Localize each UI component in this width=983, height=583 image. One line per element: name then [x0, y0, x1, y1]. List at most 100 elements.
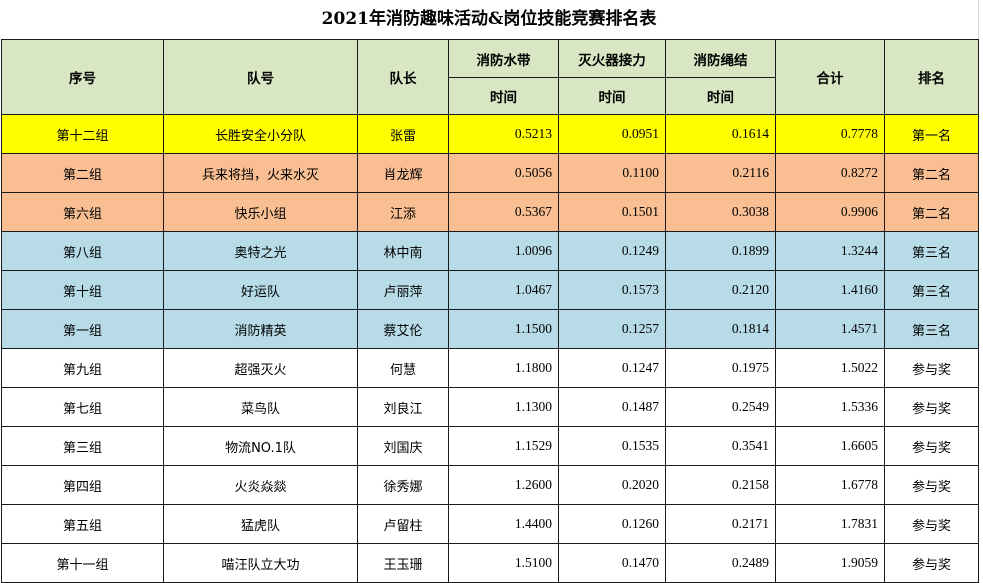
- cell-group[interactable]: 第三组: [1, 426, 164, 466]
- cell-group[interactable]: 第八组: [1, 231, 164, 271]
- cell-rope-time[interactable]: 0.2171: [665, 504, 776, 544]
- cell-hose-time[interactable]: 0.5056: [448, 153, 559, 193]
- cell-total[interactable]: 1.4571: [775, 309, 885, 349]
- cell-rank[interactable]: 参与奖: [884, 543, 979, 583]
- cell-rank[interactable]: 第二名: [884, 192, 979, 232]
- header-extinguisher[interactable]: 灭火器接力: [558, 39, 666, 78]
- cell-extinguisher-time[interactable]: 0.1260: [558, 504, 666, 544]
- cell-team[interactable]: 奥特之光: [163, 231, 358, 271]
- cell-rope-time[interactable]: 0.2549: [665, 387, 776, 427]
- cell-group[interactable]: 第四组: [1, 465, 164, 505]
- cell-hose-time[interactable]: 1.1500: [448, 309, 559, 349]
- cell-rank[interactable]: 第三名: [884, 309, 979, 349]
- cell-captain[interactable]: 王玉珊: [357, 543, 449, 583]
- cell-team[interactable]: 兵来将挡，火来水灭: [163, 153, 358, 193]
- cell-rope-time[interactable]: 0.3038: [665, 192, 776, 232]
- cell-rank[interactable]: 参与奖: [884, 387, 979, 427]
- cell-extinguisher-time[interactable]: 0.1249: [558, 231, 666, 271]
- cell-group[interactable]: 第六组: [1, 192, 164, 232]
- cell-rope-time[interactable]: 0.2489: [665, 543, 776, 583]
- cell-total[interactable]: 1.7831: [775, 504, 885, 544]
- sheet-title[interactable]: 2021年消防趣味活动&岗位技能竞赛排名表: [321, 9, 657, 29]
- cell-extinguisher-time[interactable]: 0.1470: [558, 543, 666, 583]
- cell-hose-time[interactable]: 1.0467: [448, 270, 559, 310]
- cell-rank[interactable]: 第一名: [884, 114, 979, 154]
- cell-group[interactable]: 第九组: [1, 348, 164, 388]
- cell-captain[interactable]: 蔡艾伦: [357, 309, 449, 349]
- cell-team[interactable]: 猛虎队: [163, 504, 358, 544]
- cell-total[interactable]: 1.5336: [775, 387, 885, 427]
- cell-rope-time[interactable]: 0.3541: [665, 426, 776, 466]
- cell-rope-time[interactable]: 0.2116: [665, 153, 776, 193]
- cell-team[interactable]: 物流NO.1队: [163, 426, 358, 466]
- cell-hose-time[interactable]: 1.1300: [448, 387, 559, 427]
- cell-rank[interactable]: 参与奖: [884, 465, 979, 505]
- cell-captain[interactable]: 徐秀娜: [357, 465, 449, 505]
- cell-extinguisher-time[interactable]: 0.1257: [558, 309, 666, 349]
- cell-extinguisher-time[interactable]: 0.1535: [558, 426, 666, 466]
- cell-group[interactable]: 第十一组: [1, 543, 164, 583]
- cell-total[interactable]: 0.7778: [775, 114, 885, 154]
- cell-rope-time[interactable]: 0.1814: [665, 309, 776, 349]
- cell-rank[interactable]: 参与奖: [884, 426, 979, 466]
- cell-captain[interactable]: 卢留柱: [357, 504, 449, 544]
- cell-rope-time[interactable]: 0.1975: [665, 348, 776, 388]
- cell-total[interactable]: 1.6778: [775, 465, 885, 505]
- cell-extinguisher-time[interactable]: 0.2020: [558, 465, 666, 505]
- cell-team[interactable]: 火炎焱燚: [163, 465, 358, 505]
- cell-extinguisher-time[interactable]: 0.0951: [558, 114, 666, 154]
- cell-rope-time[interactable]: 0.2158: [665, 465, 776, 505]
- cell-hose-time[interactable]: 1.1800: [448, 348, 559, 388]
- header-rank[interactable]: 排名: [884, 39, 979, 115]
- cell-captain[interactable]: 刘国庆: [357, 426, 449, 466]
- cell-total[interactable]: 0.9906: [775, 192, 885, 232]
- cell-hose-time[interactable]: 1.5100: [448, 543, 559, 583]
- header-hose[interactable]: 消防水带: [448, 39, 559, 78]
- header-total[interactable]: 合计: [775, 39, 885, 115]
- header-seq[interactable]: 序号: [1, 39, 164, 115]
- cell-hose-time[interactable]: 1.2600: [448, 465, 559, 505]
- cell-total[interactable]: 1.6605: [775, 426, 885, 466]
- header-team[interactable]: 队号: [163, 39, 358, 115]
- cell-hose-time[interactable]: 0.5213: [448, 114, 559, 154]
- cell-total[interactable]: 1.3244: [775, 231, 885, 271]
- cell-team[interactable]: 消防精英: [163, 309, 358, 349]
- cell-rope-time[interactable]: 0.1899: [665, 231, 776, 271]
- cell-total[interactable]: 0.8272: [775, 153, 885, 193]
- cell-rank[interactable]: 参与奖: [884, 504, 979, 544]
- cell-group[interactable]: 第五组: [1, 504, 164, 544]
- cell-hose-time[interactable]: 1.4400: [448, 504, 559, 544]
- cell-team[interactable]: 菜鸟队: [163, 387, 358, 427]
- cell-extinguisher-time[interactable]: 0.1573: [558, 270, 666, 310]
- cell-rank[interactable]: 第三名: [884, 270, 979, 310]
- cell-group[interactable]: 第七组: [1, 387, 164, 427]
- cell-team[interactable]: 超强灭火: [163, 348, 358, 388]
- cell-team[interactable]: 快乐小组: [163, 192, 358, 232]
- header-rope[interactable]: 消防绳结: [665, 39, 776, 78]
- header-extinguisher-time[interactable]: 时间: [558, 77, 666, 115]
- cell-total[interactable]: 1.5022: [775, 348, 885, 388]
- cell-captain[interactable]: 卢丽萍: [357, 270, 449, 310]
- cell-team[interactable]: 长胜安全小分队: [163, 114, 358, 154]
- cell-total[interactable]: 1.4160: [775, 270, 885, 310]
- cell-rope-time[interactable]: 0.2120: [665, 270, 776, 310]
- header-hose-time[interactable]: 时间: [448, 77, 559, 115]
- cell-group[interactable]: 第十组: [1, 270, 164, 310]
- cell-team[interactable]: 好运队: [163, 270, 358, 310]
- cell-captain[interactable]: 江添: [357, 192, 449, 232]
- cell-captain[interactable]: 刘良江: [357, 387, 449, 427]
- cell-group[interactable]: 第二组: [1, 153, 164, 193]
- cell-rope-time[interactable]: 0.1614: [665, 114, 776, 154]
- header-captain[interactable]: 队长: [357, 39, 449, 115]
- cell-captain[interactable]: 张雷: [357, 114, 449, 154]
- cell-team[interactable]: 喵汪队立大功: [163, 543, 358, 583]
- cell-hose-time[interactable]: 0.5367: [448, 192, 559, 232]
- cell-total[interactable]: 1.9059: [775, 543, 885, 583]
- cell-group[interactable]: 第十二组: [1, 114, 164, 154]
- cell-rank[interactable]: 第二名: [884, 153, 979, 193]
- cell-captain[interactable]: 何慧: [357, 348, 449, 388]
- header-rope-time[interactable]: 时间: [665, 77, 776, 115]
- cell-extinguisher-time[interactable]: 0.1100: [558, 153, 666, 193]
- cell-extinguisher-time[interactable]: 0.1501: [558, 192, 666, 232]
- cell-captain[interactable]: 肖龙辉: [357, 153, 449, 193]
